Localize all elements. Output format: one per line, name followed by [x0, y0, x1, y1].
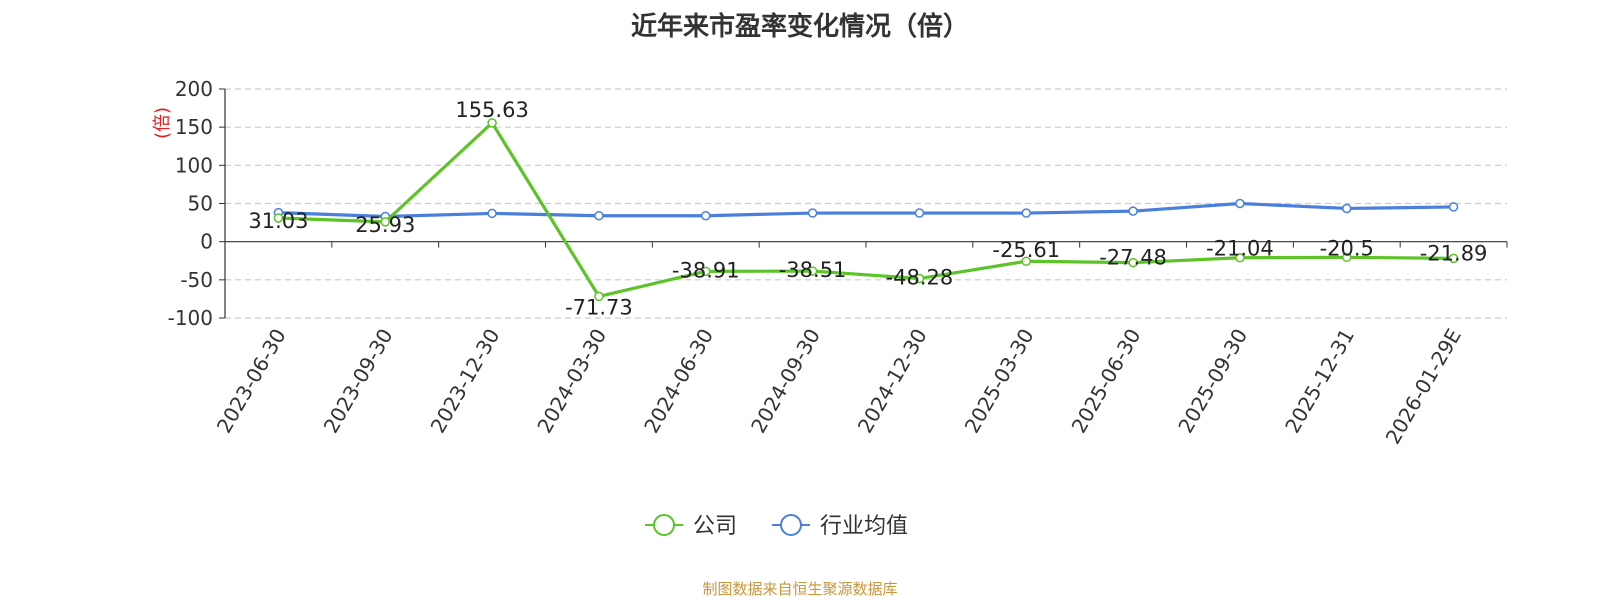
- legend-label: 公司: [693, 514, 737, 539]
- data-point: [701, 266, 711, 277]
- data-source-note: 制图数据来自恒生聚源数据库: [702, 580, 898, 598]
- data-label: 31.03: [248, 209, 308, 233]
- data-label: -48.28: [886, 266, 954, 290]
- data-point: [380, 217, 390, 227]
- y-axis: 200 150 100 50 0 -50 -100 (倍): [152, 77, 226, 330]
- data-point: [807, 266, 818, 276]
- data-label: 25.93: [355, 213, 415, 237]
- data-label: -27.48: [1099, 246, 1167, 270]
- series-line-1: [278, 201, 1454, 219]
- x-tick-label: 2024-12-30: [853, 325, 932, 438]
- legend[interactable]: 公司 行业均值: [645, 514, 908, 539]
- data-point: [914, 273, 925, 284]
- data-point: [1021, 256, 1031, 266]
- x-tick-label: 2025-09-30: [1173, 325, 1252, 438]
- y-tick-label: 150: [175, 115, 213, 139]
- data-label: -71.73: [565, 295, 633, 319]
- data-point: [487, 118, 497, 128]
- data-label: -38.51: [779, 258, 847, 282]
- data-label: -21.04: [1206, 237, 1274, 261]
- data-point: [273, 213, 284, 223]
- data-labels: 31.03 25.93 155.63 -71.73 -38.91 -38.51 -48.28…: [248, 98, 1487, 320]
- data-point: [914, 208, 925, 218]
- data-point: [1342, 203, 1352, 214]
- x-tick-label: 2025-12-31: [1280, 325, 1359, 438]
- x-tick-label: 2025-06-30: [1067, 325, 1146, 438]
- y-tick-label: 100: [175, 153, 213, 177]
- y-tick-label: 50: [188, 192, 213, 216]
- x-tick-label: 2023-09-30: [319, 325, 398, 438]
- data-label: -21.89: [1420, 241, 1488, 265]
- data-label: 155.63: [455, 98, 528, 122]
- legend-item-1[interactable]: 行业均值: [772, 514, 908, 539]
- y-tick-label: 0: [200, 230, 213, 254]
- data-point: [1128, 257, 1138, 268]
- y-tick-label: -100: [168, 306, 213, 330]
- data-label: -25.61: [992, 238, 1060, 262]
- data-point: [701, 210, 711, 221]
- data-point: [1235, 198, 1245, 209]
- y-tick-label: -50: [180, 268, 213, 292]
- series-line-0: [278, 121, 1454, 299]
- legend-marker: [780, 514, 802, 536]
- legend-label: 行业均值: [820, 514, 908, 539]
- legend-item-0[interactable]: 公司: [645, 514, 737, 539]
- x-tick-label: 2025-03-30: [960, 325, 1039, 438]
- y-tick-label: 200: [175, 77, 213, 101]
- x-tick-label: 2024-06-30: [639, 325, 718, 438]
- data-point: [1235, 252, 1245, 263]
- data-point: [1448, 202, 1459, 212]
- x-tick-label: 2026-01-29E: [1381, 325, 1466, 449]
- series-group: [273, 118, 1459, 302]
- data-point: [594, 291, 604, 302]
- x-tick-label: 2023-12-30: [426, 325, 505, 438]
- data-point: [1128, 206, 1138, 216]
- data-point: [1448, 253, 1459, 264]
- data-point: [487, 208, 497, 219]
- chart-title: 近年来市盈率变化情况（倍）: [630, 12, 969, 42]
- grid-lines: [225, 88, 1507, 319]
- y-axis-label: (倍): [152, 107, 173, 139]
- x-axis: 2023-06-30 2023-09-30 2023-12-30 2024-03-30…: [212, 241, 1508, 449]
- data-point: [807, 208, 818, 218]
- data-label: -20.5: [1320, 236, 1374, 260]
- legend-marker: [653, 514, 675, 536]
- data-point: [594, 210, 604, 221]
- x-tick-label: 2023-06-30: [212, 325, 291, 438]
- data-label: -38.91: [672, 258, 740, 282]
- x-tick-label: 2024-03-30: [532, 325, 611, 438]
- x-tick-label: 2024-09-30: [746, 325, 825, 438]
- data-point: [1342, 252, 1352, 263]
- data-point: [1021, 208, 1031, 218]
